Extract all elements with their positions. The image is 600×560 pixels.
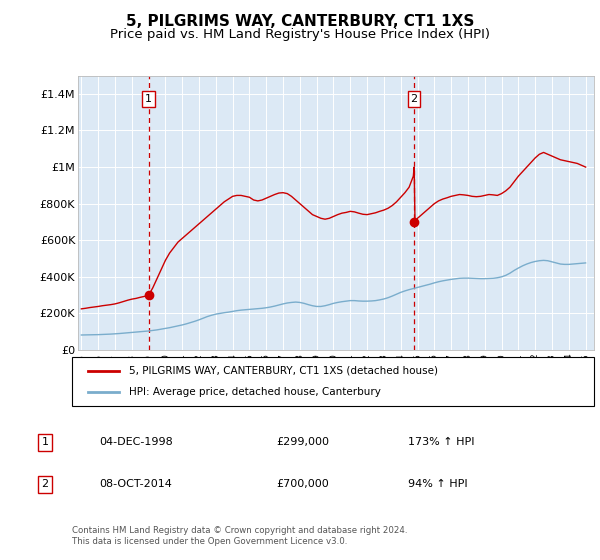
Text: 08-OCT-2014: 08-OCT-2014 bbox=[99, 479, 172, 489]
Text: 173% ↑ HPI: 173% ↑ HPI bbox=[408, 437, 475, 447]
Text: 5, PILGRIMS WAY, CANTERBURY, CT1 1XS: 5, PILGRIMS WAY, CANTERBURY, CT1 1XS bbox=[126, 14, 474, 29]
Text: 5, PILGRIMS WAY, CANTERBURY, CT1 1XS (detached house): 5, PILGRIMS WAY, CANTERBURY, CT1 1XS (de… bbox=[130, 366, 439, 376]
Text: 2: 2 bbox=[41, 479, 49, 489]
Text: 1: 1 bbox=[41, 437, 49, 447]
Text: 94% ↑ HPI: 94% ↑ HPI bbox=[408, 479, 467, 489]
Text: Contains HM Land Registry data © Crown copyright and database right 2024.
This d: Contains HM Land Registry data © Crown c… bbox=[72, 526, 407, 546]
Text: £700,000: £700,000 bbox=[276, 479, 329, 489]
Text: 2: 2 bbox=[410, 94, 418, 104]
Text: 04-DEC-1998: 04-DEC-1998 bbox=[99, 437, 173, 447]
Text: 1: 1 bbox=[145, 94, 152, 104]
FancyBboxPatch shape bbox=[72, 357, 594, 406]
Text: Price paid vs. HM Land Registry's House Price Index (HPI): Price paid vs. HM Land Registry's House … bbox=[110, 28, 490, 41]
Text: HPI: Average price, detached house, Canterbury: HPI: Average price, detached house, Cant… bbox=[130, 387, 381, 397]
Text: £299,000: £299,000 bbox=[276, 437, 329, 447]
